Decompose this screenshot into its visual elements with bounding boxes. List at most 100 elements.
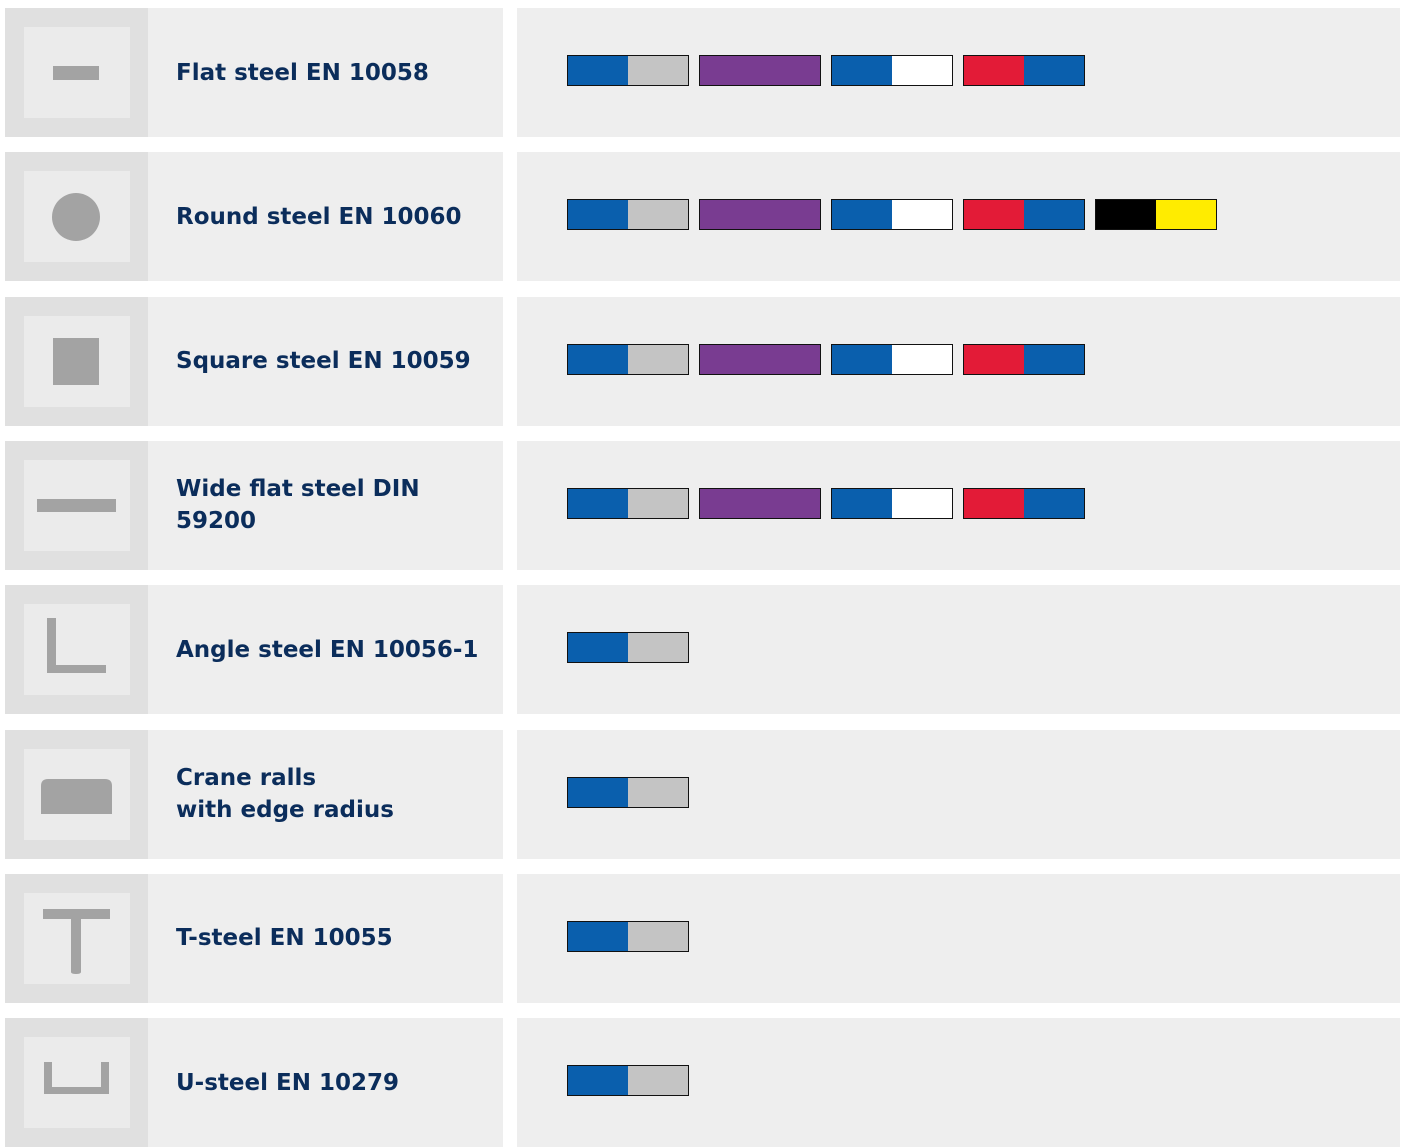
color-swatch: [699, 487, 821, 519]
swatch-half: [964, 56, 1024, 85]
table-row: Round steel EN 10060: [0, 152, 1405, 282]
icon-shape: [47, 618, 106, 674]
swatch-half: [628, 56, 688, 85]
swatch-half: [568, 921, 628, 951]
swatch-half: [628, 777, 688, 807]
color-swatch: [567, 343, 689, 375]
swatch-half: [832, 344, 892, 374]
swatch-half: [892, 488, 952, 518]
color-swatch: [567, 1065, 689, 1097]
profile-icon: [5, 729, 148, 859]
swatch-half: [628, 488, 688, 518]
color-swatch: [963, 199, 1085, 231]
table-row: Angle steel EN 10056-1: [0, 585, 1405, 715]
icon-graphic: [24, 892, 130, 984]
swatch-half: [760, 56, 820, 85]
table-row: U-steel EN 10279: [0, 1018, 1405, 1147]
color-swatch: [567, 55, 689, 86]
row-label: T-steel EN 10055: [176, 925, 393, 952]
color-cell: [517, 873, 1400, 1003]
swatch-half: [568, 777, 628, 807]
swatch-half: [892, 344, 952, 374]
color-swatch: [963, 55, 1085, 86]
swatch-half: [700, 200, 760, 230]
row-label: Crane ralls with edge radius: [176, 765, 394, 823]
swatch-half: [1156, 200, 1216, 230]
icon-graphic: [24, 1037, 130, 1129]
color-swatch: [699, 55, 821, 86]
swatch-half: [760, 344, 820, 374]
color-swatch: [567, 487, 689, 519]
swatch-half: [628, 633, 688, 663]
swatch-half: [1096, 200, 1156, 230]
row-label: Wide flat steel DIN 59200: [176, 476, 420, 535]
swatch-half: [568, 344, 628, 374]
swatch-half: [1024, 200, 1084, 230]
swatch-half: [832, 56, 892, 85]
label-cell: T-steel EN 10055: [5, 873, 503, 1003]
icon-shape: [24, 1037, 130, 1129]
color-swatch: [699, 199, 821, 231]
color-cell: [517, 8, 1400, 137]
color-swatch: [567, 632, 689, 664]
label-cell: Crane ralls with edge radius: [5, 729, 503, 859]
profile-icon: [5, 296, 148, 426]
color-swatch: [567, 199, 689, 231]
icon-graphic: [24, 171, 130, 263]
swatch-half: [628, 200, 688, 230]
color-swatch: [831, 343, 953, 375]
profile-icon: [5, 873, 148, 1003]
row-label: U-steel EN 10279: [176, 1069, 399, 1096]
color-swatch: [831, 487, 953, 519]
color-swatch: [831, 199, 953, 231]
swatch-half: [832, 200, 892, 230]
color-swatch: [567, 920, 689, 952]
row-label: Flat steel EN 10058: [176, 59, 429, 86]
swatch-half: [628, 1066, 688, 1096]
swatch-half: [700, 344, 760, 374]
swatch-half: [568, 1066, 628, 1096]
table-row: Crane ralls with edge radius: [0, 729, 1405, 859]
swatch-half: [832, 488, 892, 518]
swatch-half: [1024, 344, 1084, 374]
color-cell: [517, 152, 1400, 282]
color-swatch: [831, 55, 953, 86]
color-cell: [517, 1018, 1400, 1147]
color-swatch: [963, 343, 1085, 375]
icon-shape: [24, 604, 130, 696]
color-swatch: [699, 343, 821, 375]
color-cell: [517, 729, 1400, 859]
icon-shape: [52, 193, 100, 242]
swatch-half: [568, 488, 628, 518]
color-swatch: [1095, 199, 1217, 231]
table-row: Square steel EN 10059: [0, 296, 1405, 426]
swatch-half: [760, 200, 820, 230]
swatch-half: [700, 56, 760, 85]
profile-icon: [5, 1018, 148, 1147]
icon-shape: [43, 908, 110, 974]
swatch-half: [964, 344, 1024, 374]
swatch-half: [628, 921, 688, 951]
swatch-half: [628, 344, 688, 374]
swatch-half: [1024, 56, 1084, 85]
icon-shape: [37, 498, 116, 512]
swatch-half: [964, 488, 1024, 518]
row-label: Square steel EN 10059: [176, 348, 471, 375]
swatch-half: [892, 200, 952, 230]
label-cell: Flat steel EN 10058: [5, 8, 503, 137]
swatch-half: [1024, 488, 1084, 518]
swatch-half: [568, 56, 628, 85]
swatch-half: [700, 488, 760, 518]
profile-icon: [5, 585, 148, 715]
swatch-half: [892, 56, 952, 85]
swatch-half: [760, 488, 820, 518]
table-row: Flat steel EN 10058: [0, 8, 1405, 137]
icon-shape: [44, 1062, 109, 1095]
color-cell: [517, 296, 1400, 426]
profile-icon: [5, 8, 148, 137]
icon-graphic: [24, 315, 130, 407]
row-label: Round steel EN 10060: [176, 203, 462, 230]
table-row: Wide flat steel DIN 59200: [0, 440, 1405, 570]
color-swatch: [567, 776, 689, 808]
